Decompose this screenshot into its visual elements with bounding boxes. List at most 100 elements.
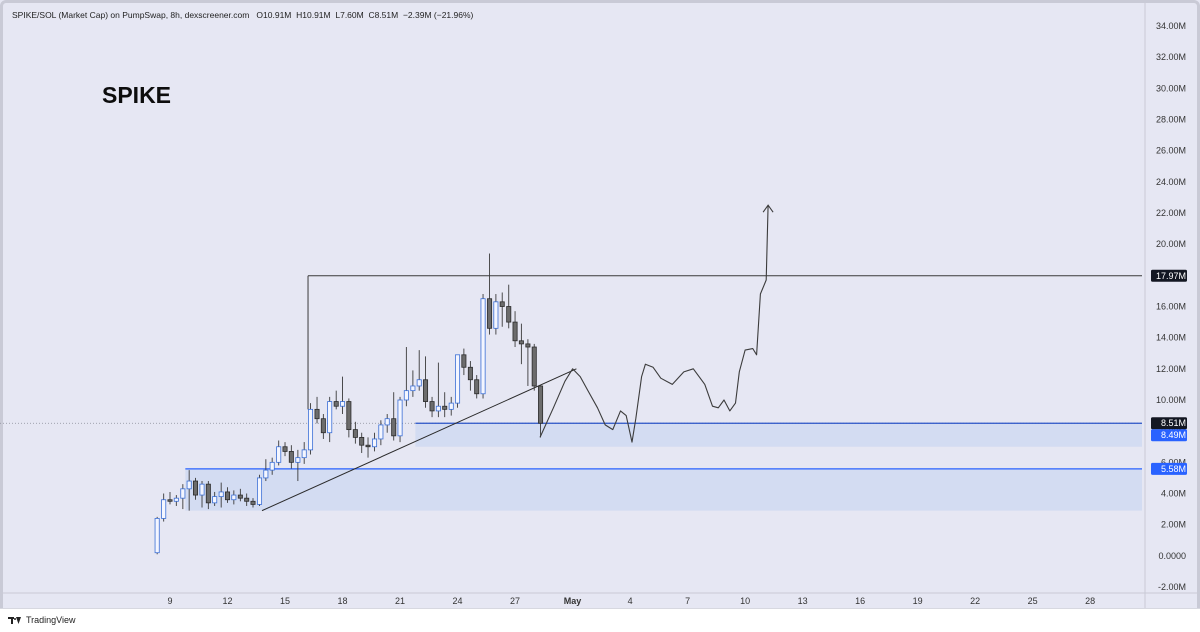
y-tick-label: 20.00M xyxy=(1156,239,1186,249)
candle-body xyxy=(531,346,537,387)
y-tick-label: 0.0000 xyxy=(1158,551,1186,561)
candle xyxy=(493,294,499,335)
symbol-label[interactable]: SPIKE/SOL (Market Cap) on PumpSwap, 8h, … xyxy=(12,10,250,20)
price-badge: 8.51M xyxy=(1151,417,1187,430)
candle-body xyxy=(435,405,441,412)
candle-body xyxy=(461,354,467,368)
y-tick-label: 10.00M xyxy=(1156,395,1186,405)
candle xyxy=(237,488,243,502)
x-tick-label: May xyxy=(564,596,582,606)
y-tick-label: 14.00M xyxy=(1156,333,1186,343)
candle-body xyxy=(442,405,448,410)
low-value: L7.60M xyxy=(335,10,364,20)
candle-body xyxy=(538,385,544,424)
candle-body xyxy=(365,444,371,448)
candle xyxy=(531,343,537,391)
candle-body xyxy=(352,429,358,438)
x-tick-label: 13 xyxy=(798,596,808,606)
candle-body xyxy=(263,469,269,479)
candle xyxy=(263,459,269,482)
candle-body xyxy=(167,499,173,502)
candle-body xyxy=(154,518,160,554)
candle xyxy=(186,470,192,511)
candle xyxy=(372,432,378,452)
price-badge-label: 5.58M xyxy=(1161,464,1186,474)
x-tick-label: 25 xyxy=(1028,596,1038,606)
trendline xyxy=(261,368,577,512)
candle xyxy=(218,482,224,508)
price-badge-bg xyxy=(1151,429,1187,442)
x-tick-label: 10 xyxy=(740,596,750,606)
support-zone-upper xyxy=(415,423,1143,447)
candle-body xyxy=(467,366,473,381)
candle xyxy=(518,323,524,365)
x-tick-label: 15 xyxy=(280,596,290,606)
candle-body xyxy=(518,340,524,345)
candle xyxy=(384,414,390,433)
candle-body xyxy=(320,418,326,434)
candle-body xyxy=(173,497,179,502)
chart-header: SPIKE/SOL (Market Cap) on PumpSwap, 8h, … xyxy=(12,10,473,20)
y-tick-label: 16.00M xyxy=(1156,302,1186,312)
candle xyxy=(257,474,263,506)
candle-body xyxy=(455,354,461,404)
y-tick-label: 6.00M xyxy=(1161,457,1186,467)
tradingview-brand[interactable]: TradingView xyxy=(8,615,76,625)
close-value: C8.51M xyxy=(368,10,399,20)
candle-body xyxy=(480,298,486,395)
candle-body xyxy=(410,385,416,392)
candle xyxy=(480,294,486,399)
candle xyxy=(250,498,256,508)
candle-body xyxy=(346,401,352,431)
candle-body xyxy=(429,401,435,412)
support-zone-lower xyxy=(185,468,1142,511)
candle-body xyxy=(397,399,403,437)
price-chart[interactable]: -2.00M0.00002.00M4.00M6.00M8.00M10.00M12… xyxy=(0,0,1200,608)
candle xyxy=(359,432,365,453)
candle xyxy=(320,414,326,439)
candle xyxy=(448,396,454,416)
candle xyxy=(154,516,160,555)
candle xyxy=(403,347,409,407)
candle-body xyxy=(416,379,422,387)
x-tick-label: 22 xyxy=(970,596,980,606)
candle-body xyxy=(205,483,211,504)
candle-body xyxy=(244,497,250,502)
candle xyxy=(180,484,186,510)
candle-body xyxy=(250,500,256,505)
candle xyxy=(423,356,429,408)
brand-label: TradingView xyxy=(26,615,76,625)
candle xyxy=(205,481,211,510)
candle-body xyxy=(378,424,384,440)
open-value: O10.91M xyxy=(256,10,292,20)
candle xyxy=(538,385,544,438)
candle-body xyxy=(276,446,282,463)
candle xyxy=(391,392,397,441)
candle xyxy=(455,354,461,408)
candle-body xyxy=(525,343,531,348)
candle xyxy=(352,421,358,444)
candle xyxy=(308,403,314,455)
candle xyxy=(192,477,198,500)
candle-body xyxy=(474,379,480,395)
candle-body xyxy=(487,298,493,329)
candle xyxy=(467,361,473,391)
footer-bar: TradingView xyxy=(0,608,1200,632)
candle xyxy=(199,481,205,508)
price-badge-bg xyxy=(1151,462,1187,475)
candle-body xyxy=(237,494,243,499)
candle-body xyxy=(218,491,224,498)
price-badge-label: 8.49M xyxy=(1161,430,1186,440)
change-value: −2.39M (−21.96%) xyxy=(402,10,474,20)
candle-body xyxy=(301,449,307,459)
candle-body xyxy=(180,488,186,499)
candle-body xyxy=(448,402,454,410)
candle xyxy=(173,495,179,506)
candle xyxy=(161,493,167,522)
candle-body xyxy=(499,301,505,307)
candle xyxy=(301,442,307,464)
candle xyxy=(365,437,371,458)
candle-body xyxy=(212,496,218,504)
x-tick-label: 27 xyxy=(510,596,520,606)
price-badge: 8.49M xyxy=(1151,429,1187,442)
